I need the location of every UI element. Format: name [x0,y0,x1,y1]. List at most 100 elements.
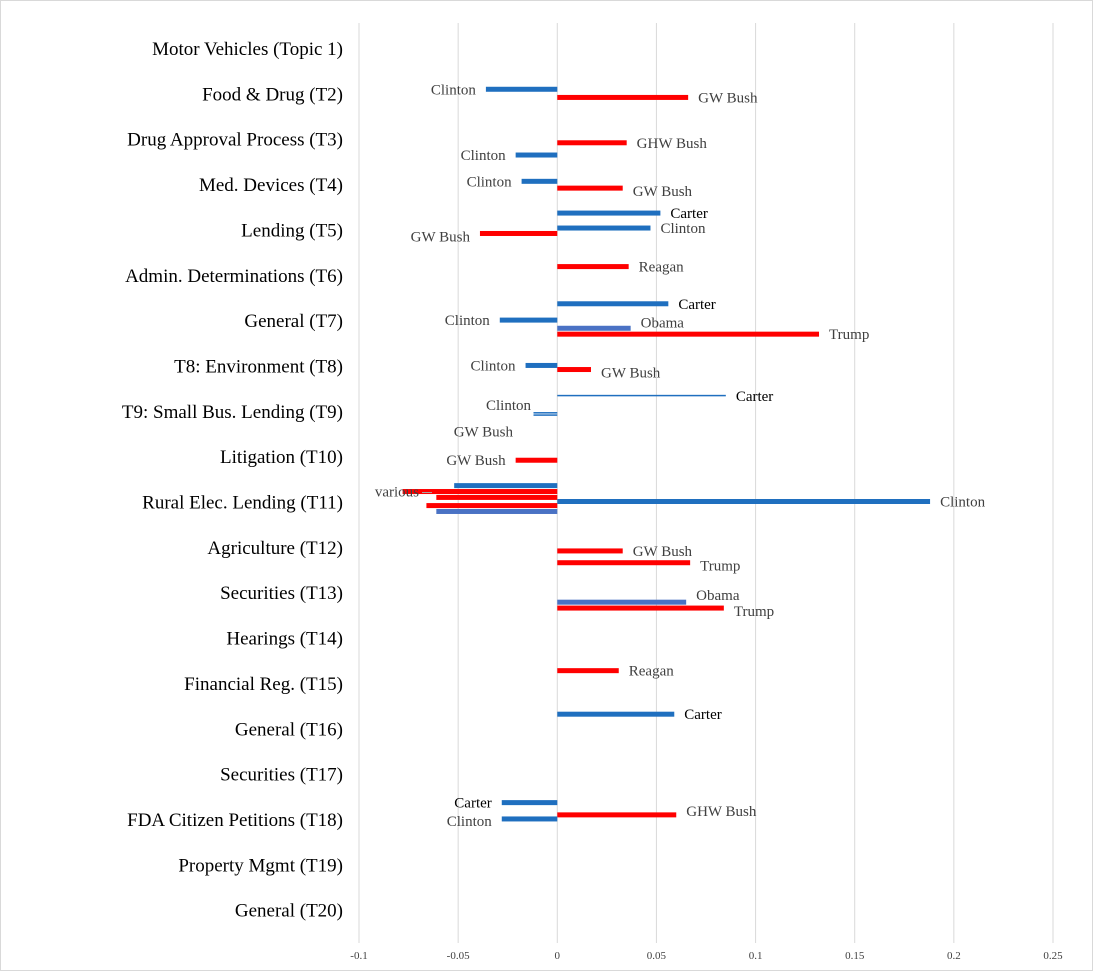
bar-label: GW Bush [633,184,693,200]
x-tick-label: 0.1 [749,950,763,962]
bar [499,317,558,323]
bar [533,414,558,416]
bar [557,499,931,504]
bar-label: Carter [454,796,491,812]
bar-label: Obama [696,588,740,604]
bar [557,264,629,270]
bar [485,86,558,92]
bar [515,152,558,158]
topic-label: General (T20) [235,901,343,922]
bar-label: Carter [678,297,715,313]
topic-label: Rural Elec. Lending (T11) [142,493,343,514]
bar [533,412,558,414]
bar-label: Clinton [461,148,507,164]
bar [515,457,558,463]
bar [557,94,689,100]
bar [402,489,558,495]
bar [557,668,619,674]
bar-label: Carter [736,389,773,405]
bar-label: GHW Bush [637,136,708,152]
bar [479,230,558,236]
bars [402,86,931,822]
bar-label: Carter [670,206,707,222]
bar [525,362,558,368]
topic-label: Med. Devices (T4) [199,175,343,196]
topic-label: Financial Reg. (T15) [184,674,343,695]
topic-label: Drug Approval Process (T3) [127,130,343,151]
bar-label: Carter [684,707,721,723]
bar-label: Clinton [471,358,517,374]
bar [557,331,820,337]
bar-label: Trump [734,604,774,620]
bar [557,812,677,818]
bar-label: GW Bush [411,229,471,245]
topic-label: FDA Citizen Petitions (T18) [127,810,343,831]
bar-label: GW Bush [698,90,758,106]
topic-label: T8: Environment (T8) [174,356,343,377]
x-tick-label: 0.2 [947,950,961,962]
bar-label: Reagan [639,260,684,276]
x-tick-label: 0.25 [1043,950,1063,962]
bar-label: Clinton [467,174,513,190]
bar [436,508,558,514]
bar-labels: Clinton GW Bush GHW Bush Clinton Clinton GW B… [375,82,986,830]
topic-label: Property Mgmt (T19) [178,855,343,876]
bar [557,605,724,611]
bar [501,816,558,822]
x-tick-label: 0.05 [647,950,667,962]
bar-label: Clinton [486,398,532,414]
bar [557,225,651,231]
topic-labels: Motor Vehicles (Topic 1) Food & Drug (T2)… [122,39,343,922]
bar-label: GHW Bush [686,804,757,820]
topic-label: Lending (T5) [241,220,343,241]
bar-label: Reagan [629,664,674,680]
topic-label: Hearings (T14) [226,629,343,650]
bar [557,301,669,307]
x-tick-label: -0.05 [447,950,470,962]
topic-label: Food & Drug (T2) [202,84,343,105]
topic-label: T9: Small Bus. Lending (T9) [122,402,343,423]
bar-label: GW Bush [454,424,514,440]
bar-label: Clinton [940,495,986,511]
x-tick-label: -0.1 [350,950,367,962]
x-tick-label: 0 [555,950,561,962]
bar [557,185,623,191]
bar [557,140,627,146]
bar [454,483,558,489]
bar [557,210,661,216]
bar [501,800,558,806]
bar-label: GW Bush [601,366,661,382]
topic-label: Securities (T17) [220,765,343,786]
bar [557,599,687,605]
bar-label: GW Bush [633,544,693,560]
bar-label: Clinton [447,814,493,830]
bar [557,325,631,331]
bar [557,394,726,397]
topic-label: Motor Vehicles (Topic 1) [152,39,343,60]
bar [426,503,558,509]
bar [436,494,558,500]
bar-label: Obama [641,315,685,331]
x-tick-labels: -0.1 -0.05 0 0.05 0.1 0.15 0.2 0.25 [350,950,1063,962]
bar-label: GW Bush [446,453,506,469]
topic-label: Securities (T13) [220,583,343,604]
topic-label: General (T7) [244,311,343,332]
bar-label: Clinton [660,221,706,237]
bar-label: Clinton [431,82,477,98]
bar-label: Trump [829,327,869,343]
topic-label: Admin. Determinations (T6) [125,266,343,287]
x-tick-label: 0.15 [845,950,865,962]
bar [557,711,675,717]
topic-label: Agriculture (T12) [207,538,343,559]
topic-label: General (T16) [235,719,343,740]
bar [557,367,591,373]
bar-label: Clinton [445,313,491,329]
topic-label: Litigation (T10) [220,447,343,468]
bar-label: various [375,485,419,501]
bar [521,178,558,184]
bar [557,560,691,566]
gridlines [358,23,1054,943]
bar [557,548,623,554]
